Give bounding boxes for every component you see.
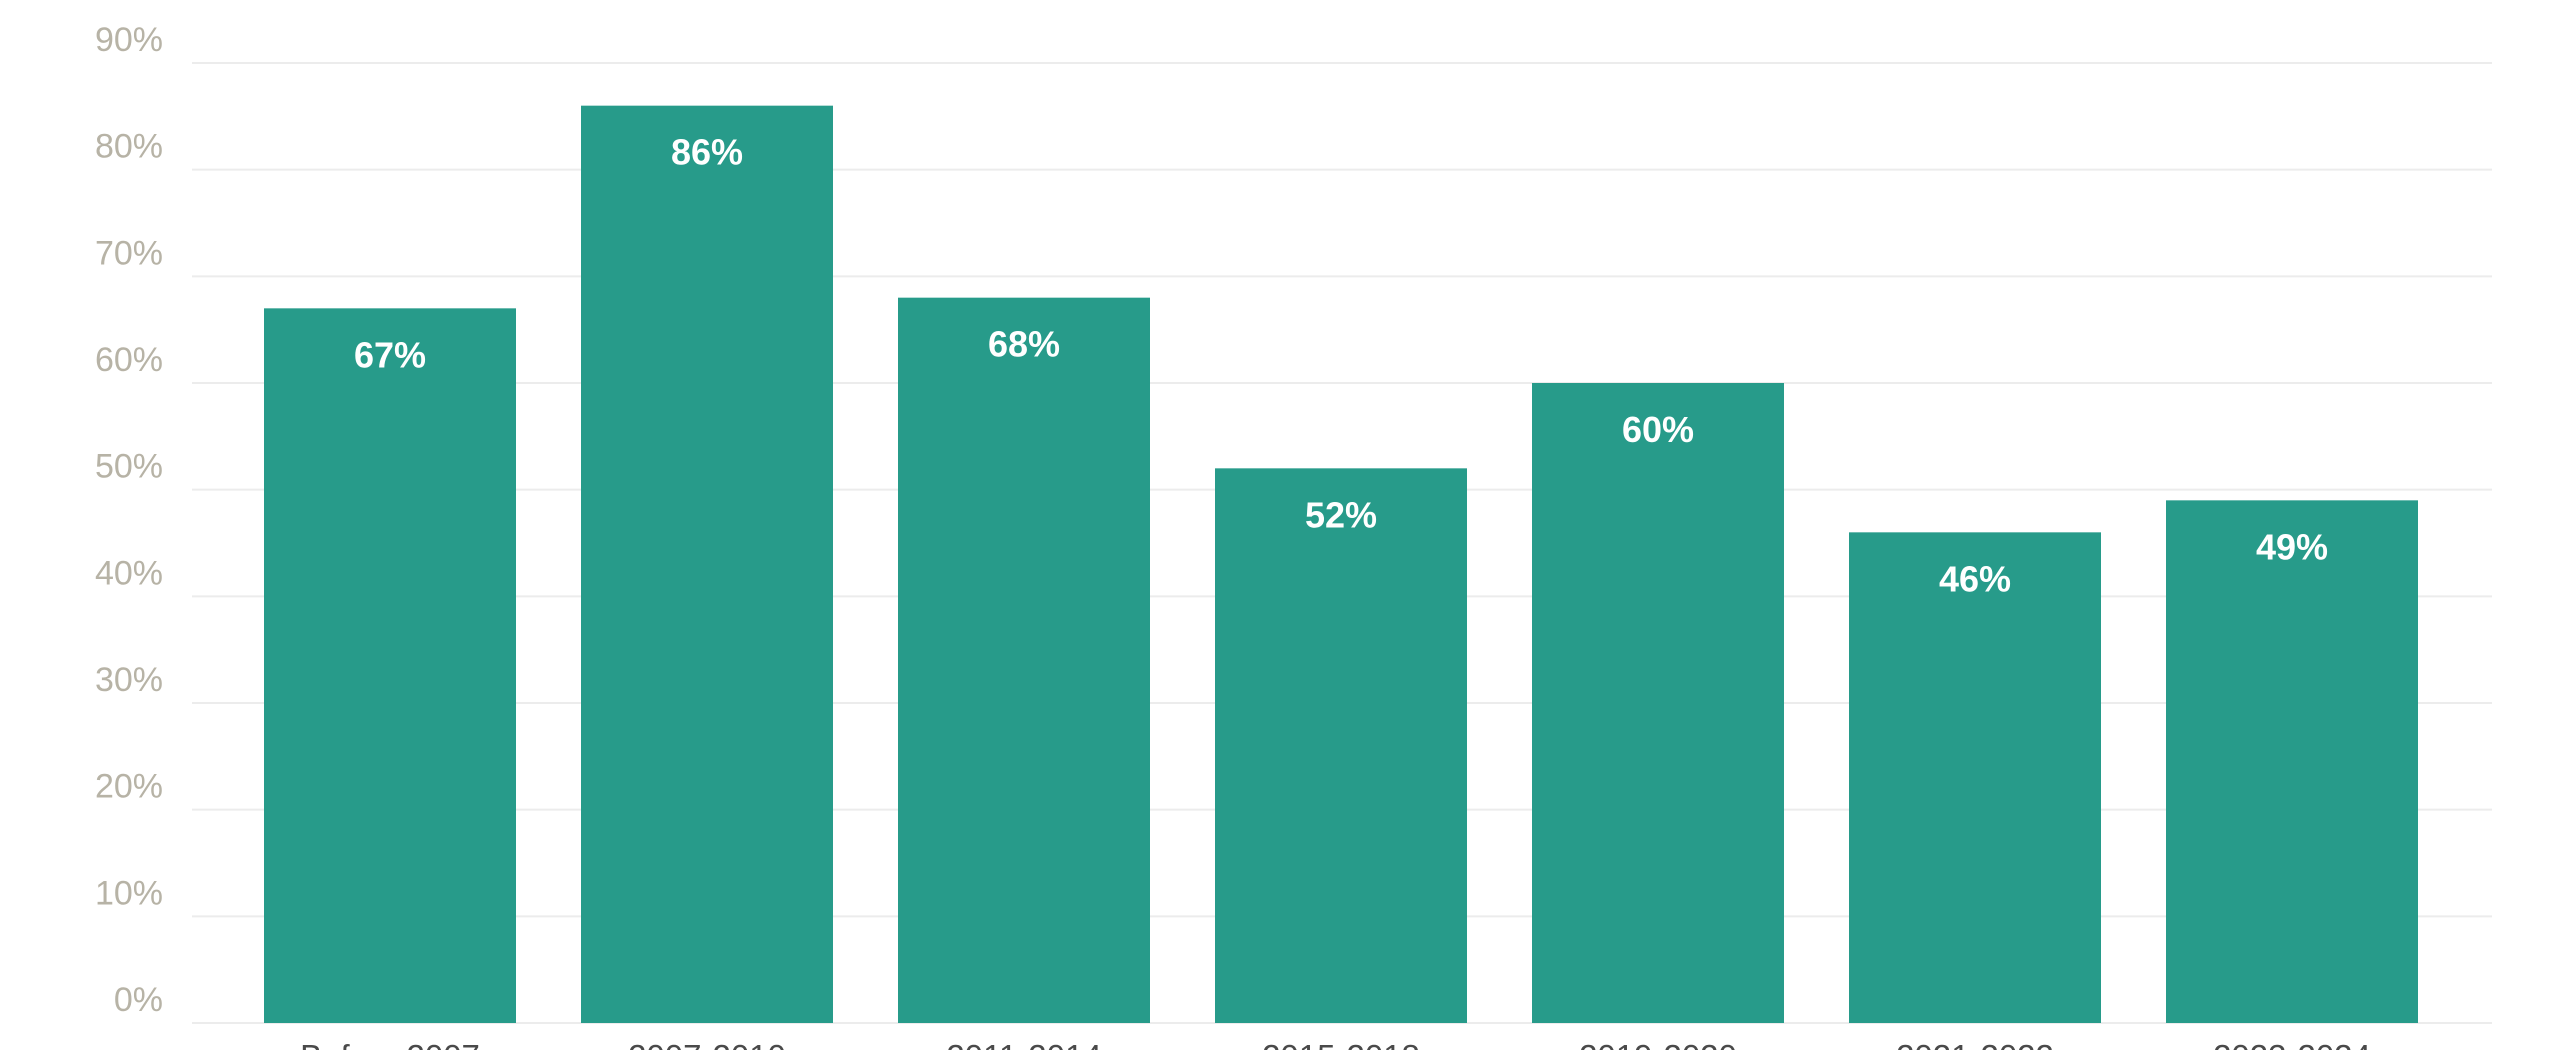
data-labels: 67% 86% 68% 52% 60% 46% 49%: [354, 132, 2328, 600]
y-tick-label: 90%: [95, 21, 163, 59]
bar: [264, 308, 516, 1023]
data-label: 68%: [988, 324, 1060, 365]
data-label: 86%: [671, 132, 743, 173]
y-tick-label: 60%: [95, 341, 163, 379]
data-label: 60%: [1622, 409, 1694, 450]
x-tick-label: 2019-2020: [1579, 1038, 1737, 1050]
y-axis: 0% 10% 20% 30% 40% 50% 60% 70% 80% 90%: [95, 21, 163, 1019]
bar: [581, 105, 833, 1023]
bar: [1849, 532, 2101, 1023]
y-tick-label: 30%: [95, 661, 163, 699]
y-tick-label: 40%: [95, 554, 163, 592]
bar: [1215, 468, 1467, 1023]
x-tick-label: 2015-2018: [1262, 1038, 1420, 1050]
x-tick-label: 2007-2010: [628, 1038, 786, 1050]
y-tick-label: 70%: [95, 234, 163, 272]
y-tick-label: 10%: [95, 874, 163, 912]
x-tick-label: 2023-2024: [2213, 1038, 2371, 1050]
x-axis: Before 2007 2007-2010 2011-2014 2015-2018 20…: [300, 1038, 2371, 1055]
data-label: 46%: [1939, 558, 2011, 599]
y-tick-label: 0%: [114, 981, 163, 1019]
data-label: 52%: [1305, 494, 1377, 535]
data-label: 49%: [2256, 526, 2328, 567]
bar: [1532, 383, 1784, 1023]
bar: [898, 297, 1150, 1024]
data-label: 67%: [354, 334, 426, 375]
y-tick-label: 50%: [95, 448, 163, 486]
x-tick-label: 2021-2022: [1896, 1038, 2054, 1050]
x-tick-label: Before 2007: [300, 1038, 480, 1050]
y-tick-label: 20%: [95, 768, 163, 806]
x-tick-label: 2011-2014: [946, 1038, 1101, 1050]
bars: [264, 105, 2418, 1024]
y-tick-label: 80%: [95, 128, 163, 166]
bar: [2166, 500, 2418, 1023]
